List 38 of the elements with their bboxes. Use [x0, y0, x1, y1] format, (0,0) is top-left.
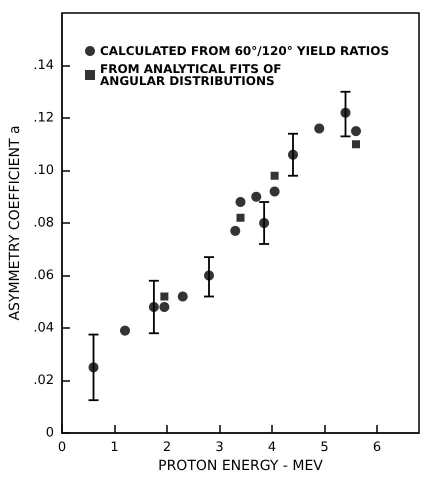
point [159, 302, 170, 312]
x-tick-label: 1 [110, 440, 119, 455]
y-tick-label: .04 [33, 320, 54, 336]
x-tick-label: 3 [215, 440, 224, 455]
y-tick-label: .14 [33, 58, 54, 73]
point [178, 292, 188, 302]
point [314, 124, 324, 134]
y-tick-label: 0 [46, 426, 54, 440]
point [270, 186, 280, 196]
point [88, 362, 98, 372]
point [288, 150, 298, 160]
point [352, 140, 360, 148]
x-tick-label: 4 [268, 440, 276, 455]
y-tick-label: .12 [33, 110, 54, 126]
legend-label: FROM ANALYTICAL FITS OF ANGULAR DISTRIBUTIONS [100, 62, 282, 88]
y-tick-label: .06 [33, 268, 54, 283]
point [270, 172, 279, 180]
x-tick-label: 6 [372, 440, 382, 455]
point [120, 326, 130, 336]
point [340, 108, 350, 118]
x-tick-label: 0 [58, 440, 66, 455]
x-tick-label: 5 [320, 440, 329, 455]
point [251, 192, 262, 202]
point [160, 292, 168, 300]
point [204, 270, 214, 280]
legend-label: CALCULATED FROM 60°/120° YIELD RATIOS [100, 44, 390, 58]
y-axis-title: ASYMMETRY COEFFICIENT a [7, 125, 23, 321]
x-axis-title: PROTON ENERGY - MEV [158, 458, 324, 474]
point [236, 214, 244, 222]
y-tick-label: .08 [33, 216, 54, 230]
x-tick-label: 2 [162, 440, 172, 455]
point [351, 126, 361, 136]
point [259, 218, 270, 228]
point [236, 197, 246, 207]
point [148, 302, 159, 312]
y-tick-label: .10 [33, 163, 54, 178]
y-tick-label: .02 [33, 373, 54, 388]
point [230, 226, 240, 236]
